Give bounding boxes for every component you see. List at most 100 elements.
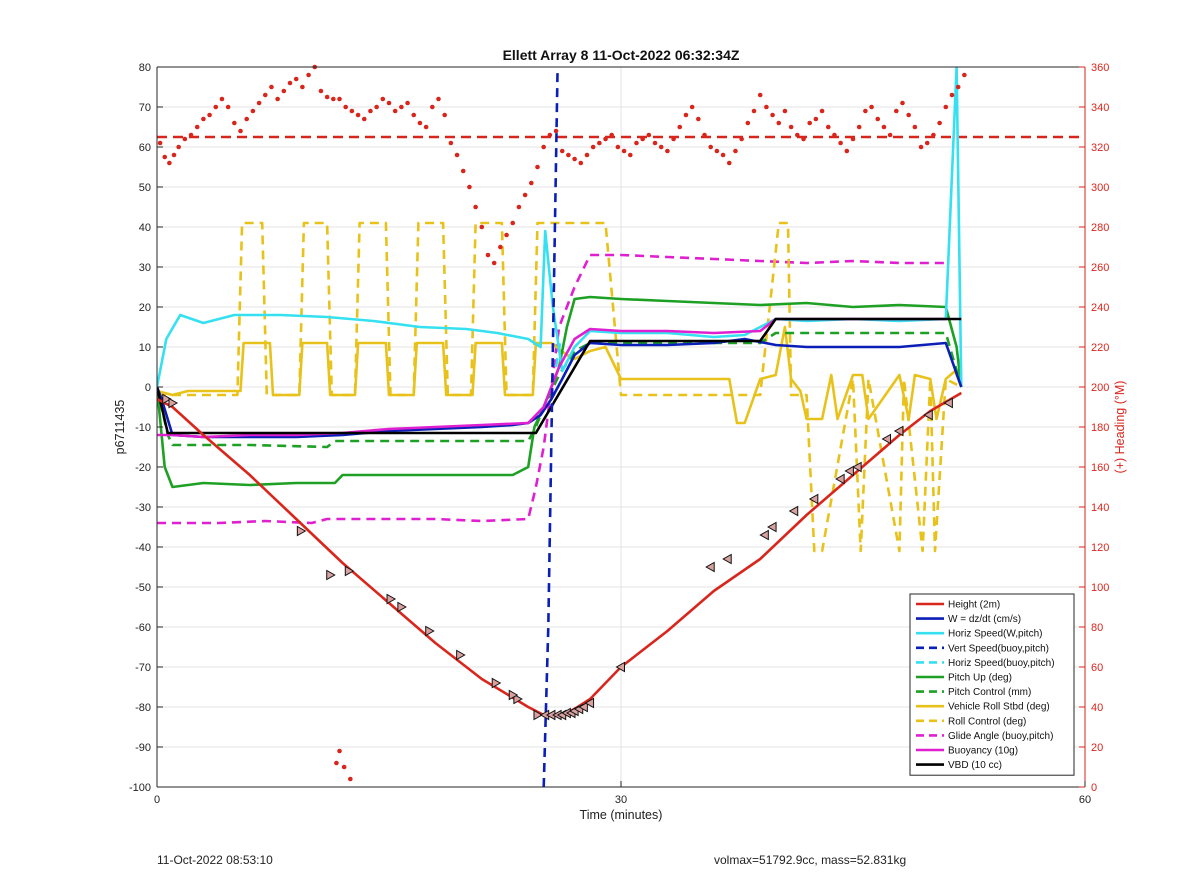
height-marker (615, 661, 625, 673)
heading-point (696, 116, 701, 122)
heading-point (912, 124, 918, 130)
y2-tick-label: 300 (1091, 182, 1109, 194)
heading-point (541, 144, 546, 150)
y2-axis-label: (+) Heading (°M) (1113, 381, 1127, 474)
y2-tick-label: 120 (1091, 542, 1109, 554)
heading-point (665, 148, 670, 154)
heading-point (386, 100, 392, 106)
heading-point (334, 760, 339, 766)
heading-point (931, 132, 936, 138)
heading-point (262, 92, 268, 98)
y-axis-label: p6711435 (113, 400, 127, 455)
heading-point (380, 96, 386, 102)
heading-point (801, 136, 806, 142)
heading-point (776, 120, 782, 126)
series-line-8 (157, 221, 962, 553)
height-marker (767, 521, 777, 533)
heading-point (442, 112, 447, 118)
y-tick-label: 10 (139, 342, 151, 354)
heading-point (547, 132, 553, 138)
heading-point (343, 104, 348, 110)
height-marker (852, 461, 862, 473)
y2-tick-label: 40 (1091, 702, 1103, 714)
heading-point (764, 104, 769, 110)
heading-point (355, 112, 361, 118)
y-tick-label: -20 (135, 462, 151, 474)
heading-point (900, 100, 905, 106)
y2-tick-label: 60 (1091, 662, 1103, 674)
heading-point (689, 104, 695, 110)
y2-tick-label: 80 (1091, 622, 1103, 634)
heading-point (652, 140, 658, 146)
heading-point (337, 748, 342, 754)
heading-point (757, 92, 763, 98)
legend-entry: Glide Angle (buoy,pitch) (948, 731, 1053, 742)
heading-point (770, 112, 775, 118)
x-tick-label: 30 (615, 794, 627, 806)
height-marker (296, 525, 307, 537)
heading-point (708, 144, 714, 150)
y2-tick-label: 160 (1091, 462, 1109, 474)
y2-tick-label: 100 (1091, 582, 1109, 594)
legend-entry: Vert Speed(buoy,pitch) (948, 643, 1049, 654)
heading-point (578, 160, 584, 166)
height-marker (397, 601, 407, 613)
heading-point (603, 136, 608, 142)
height-marker (584, 697, 595, 709)
height-marker (722, 553, 732, 565)
heading-point (627, 152, 633, 158)
height-marker (168, 397, 178, 409)
heading-point (634, 140, 639, 146)
heading-point (318, 88, 324, 94)
heading-point (194, 124, 200, 130)
heading-point (485, 252, 491, 258)
height-marker (386, 593, 397, 605)
y-tick-label: 80 (139, 62, 151, 74)
heading-point (795, 132, 800, 138)
heading-point (739, 136, 744, 142)
y2-tick-label: 20 (1091, 742, 1103, 754)
heading-point (516, 204, 522, 210)
y2-tick-label: 220 (1091, 342, 1109, 354)
legend-entry: Vehicle Roll Stbd (deg) (948, 702, 1050, 713)
legend: Height (2m) W = dz/dt (cm/s) Horiz Speed(W… (909, 593, 1075, 776)
heading-point (825, 124, 831, 130)
heading-point (559, 148, 565, 154)
height-marker (162, 393, 172, 405)
heading-point (256, 100, 262, 106)
heading-point (454, 152, 460, 158)
legend-box (909, 593, 1075, 776)
y-tick-label: 30 (139, 262, 151, 274)
heading-point (491, 260, 497, 266)
height-marker (788, 505, 799, 517)
heading-point (566, 152, 571, 158)
heading-point (473, 204, 478, 210)
y-tick-label: -80 (135, 702, 151, 714)
heading-point (658, 144, 664, 150)
height-marker (456, 649, 466, 661)
heading-point (819, 108, 825, 114)
heading-point (924, 140, 930, 146)
legend-entry: Horiz Speed(W,pitch) (948, 629, 1042, 640)
heading-point (671, 136, 676, 142)
heading-point (726, 160, 732, 166)
y-tick-label: -40 (135, 542, 151, 554)
height-marker (835, 473, 845, 485)
y2-tick-label: 140 (1091, 502, 1109, 514)
heading-point (349, 108, 355, 114)
heading-point (293, 76, 299, 82)
heading-point (962, 72, 967, 78)
y2-tick-label: 180 (1091, 422, 1109, 434)
y-tick-label: -10 (135, 422, 151, 434)
heading-point (807, 120, 812, 126)
y-tick-label: 40 (139, 222, 151, 234)
heading-point (881, 124, 887, 130)
heading-point (188, 132, 194, 138)
height-marker (344, 565, 355, 577)
heading-point (906, 112, 911, 118)
x-tick-label: 60 (1079, 794, 1091, 806)
heading-point (171, 152, 177, 158)
height-marker (943, 397, 953, 409)
legend-entry: Roll Control (deg) (948, 716, 1026, 727)
heading-point (720, 152, 726, 158)
